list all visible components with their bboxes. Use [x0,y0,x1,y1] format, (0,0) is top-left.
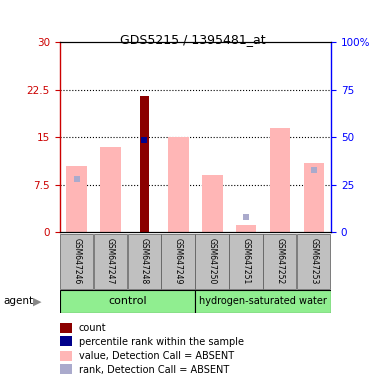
Bar [229,233,263,290]
Bar [67,166,87,232]
Bar [304,163,324,232]
Text: value, Detection Call = ABSENT: value, Detection Call = ABSENT [79,351,234,361]
Text: GSM647250: GSM647250 [208,238,217,285]
Text: GSM647248: GSM647248 [140,238,149,285]
Text: hydrogen-saturated water: hydrogen-saturated water [199,296,327,306]
Text: GDS5215 / 1395481_at: GDS5215 / 1395481_at [120,33,265,46]
Bar [263,233,296,290]
Text: ▶: ▶ [33,296,41,306]
Bar [140,96,149,232]
Bar [94,233,127,290]
Bar [195,290,331,313]
Text: count: count [79,323,107,333]
Bar [202,175,223,232]
Bar [297,233,330,290]
Text: GSM647251: GSM647251 [242,238,251,285]
Bar [60,233,93,290]
Bar [168,137,189,232]
Text: control: control [108,296,147,306]
Bar [161,233,195,290]
Text: GSM647249: GSM647249 [174,238,183,285]
Bar [60,290,195,313]
Bar [270,128,290,232]
Bar [100,147,121,232]
Text: GSM647246: GSM647246 [72,238,81,285]
Text: GSM647247: GSM647247 [106,238,115,285]
Text: percentile rank within the sample: percentile rank within the sample [79,337,244,347]
Text: GSM647252: GSM647252 [276,238,285,285]
Text: agent: agent [4,296,34,306]
Bar [127,233,161,290]
Text: GSM647253: GSM647253 [310,238,319,285]
Bar [195,233,229,290]
Text: rank, Detection Call = ABSENT: rank, Detection Call = ABSENT [79,365,229,375]
Bar [236,225,256,232]
